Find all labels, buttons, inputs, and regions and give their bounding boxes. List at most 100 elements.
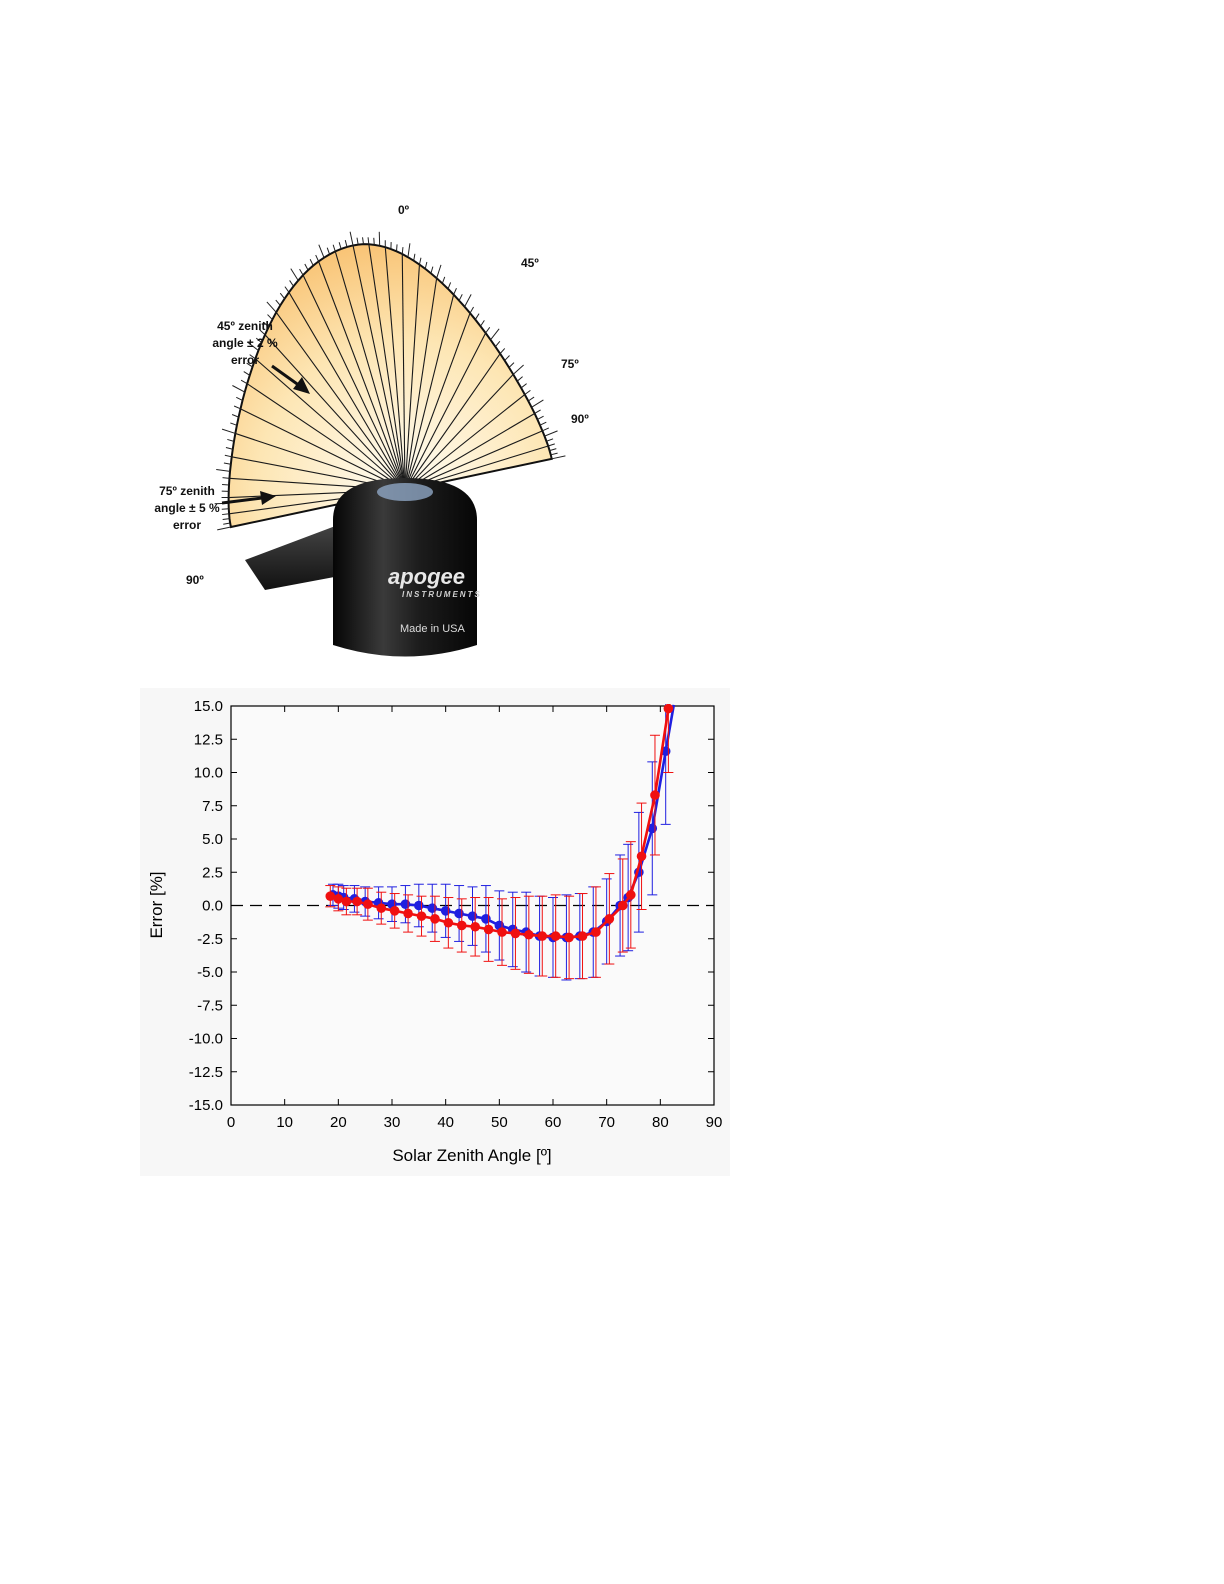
data-point <box>467 911 478 921</box>
y-tick-label: -7.5 <box>197 997 223 1014</box>
data-point <box>524 929 534 940</box>
scale-tick <box>494 341 501 347</box>
scale-tick <box>232 385 245 393</box>
fan-ray <box>404 373 514 491</box>
fan-ray <box>240 408 406 491</box>
scale-tick <box>221 428 236 434</box>
data-point <box>400 899 411 909</box>
scale-tick <box>231 414 239 418</box>
label-90-degrees-right: 90º <box>571 412 589 426</box>
data-point <box>403 908 413 919</box>
data-point <box>427 903 438 913</box>
data-point <box>650 790 660 800</box>
data-point <box>604 914 615 924</box>
fan-ray <box>404 394 526 491</box>
scale-tick <box>275 299 281 306</box>
scale-tick <box>549 448 557 452</box>
scale-tick <box>217 526 231 531</box>
data-point <box>537 931 548 941</box>
scale-tick <box>315 254 320 262</box>
fan-ray <box>404 312 471 491</box>
scale-tick <box>247 341 259 351</box>
y-tick-label: 0.0 <box>202 898 223 915</box>
scale-tick <box>318 244 325 258</box>
scale-tick <box>266 301 277 313</box>
data-point <box>626 890 636 900</box>
y-tick-label: 5.0 <box>202 831 223 848</box>
y-tick-label: -5.0 <box>197 964 223 981</box>
data-point <box>481 914 491 924</box>
label-90-degrees-left: 90º <box>186 573 204 587</box>
data-point <box>389 906 400 916</box>
data-point <box>617 900 628 911</box>
scale-tick <box>390 242 392 250</box>
x-axis-label: Solar Zenith Angle [º] <box>392 1146 551 1165</box>
scale-tick <box>224 454 232 458</box>
scale-tick <box>255 337 262 343</box>
scale-tick <box>222 484 230 486</box>
scale-tick <box>508 362 515 368</box>
data-series <box>325 704 676 981</box>
scale-tick <box>356 237 359 245</box>
callout-45-zenith: 45º zenith angle ± 2 % error <box>212 319 310 394</box>
scale-tick <box>524 389 531 395</box>
svg-text:error: error <box>231 353 259 367</box>
scale-tick <box>233 405 241 410</box>
scale-tick <box>332 244 336 252</box>
scale-tick <box>263 321 269 328</box>
scale-tick <box>418 257 422 265</box>
svg-text:error: error <box>173 518 201 532</box>
brand-subtitle: INSTRUMENTS <box>402 590 482 599</box>
scale-tick <box>548 443 555 447</box>
scale-tick <box>480 320 485 327</box>
data-point <box>416 911 427 921</box>
x-tick-label: 60 <box>545 1114 562 1131</box>
fan-ray <box>246 383 406 491</box>
y-axis: 15.0 12.5 10.0 7.5 5.0 2.5 0.0 -2.5 -5.0 -7.5 -10.… <box>189 698 714 1114</box>
data-point <box>440 906 451 916</box>
scale-tick <box>225 447 233 450</box>
scale-tick <box>221 508 229 510</box>
scale-tick <box>222 513 230 516</box>
data-point <box>663 704 674 714</box>
data-point <box>376 903 387 913</box>
fan-ray <box>254 358 406 491</box>
scale-tick <box>395 244 398 252</box>
scale-tick <box>267 314 273 320</box>
scale-tick <box>309 259 314 266</box>
scale-tick <box>304 263 309 271</box>
label-zero-degrees: 0º <box>398 203 410 217</box>
data-point <box>443 917 454 928</box>
fan-ray <box>352 245 406 491</box>
data-point <box>454 908 464 919</box>
svg-text:angle ± 2 %: angle ± 2 % <box>212 336 278 350</box>
scale-tick <box>384 240 386 248</box>
scale-tick <box>246 362 253 368</box>
scale-tick <box>221 490 229 492</box>
fan-ray <box>288 292 406 491</box>
fan-ray <box>302 274 406 491</box>
data-point <box>456 920 467 931</box>
y-axis-label: Error [%] <box>147 871 166 938</box>
data-point <box>470 921 480 932</box>
scale-tick <box>542 427 550 432</box>
x-tick-label: 90 <box>706 1114 723 1131</box>
data-point <box>591 927 601 937</box>
scale-tick <box>284 286 290 293</box>
scale-tick <box>373 237 375 245</box>
scale-tick <box>534 409 541 414</box>
scale-tick <box>407 243 411 258</box>
scale-tick <box>520 383 527 389</box>
scale-tick <box>441 276 446 284</box>
x-tick-label: 30 <box>384 1114 401 1131</box>
scale-tick <box>362 237 364 245</box>
series-1 <box>325 704 674 980</box>
svg-text:75º zenith: 75º zenith <box>159 484 215 498</box>
x-tick-label: 10 <box>276 1114 293 1131</box>
y-tick-label: 12.5 <box>194 731 223 748</box>
scale-tick <box>230 422 238 426</box>
scale-tick <box>430 266 434 274</box>
scale-tick <box>504 355 510 361</box>
arrow-icon <box>260 491 276 505</box>
scale-tick <box>259 329 266 336</box>
